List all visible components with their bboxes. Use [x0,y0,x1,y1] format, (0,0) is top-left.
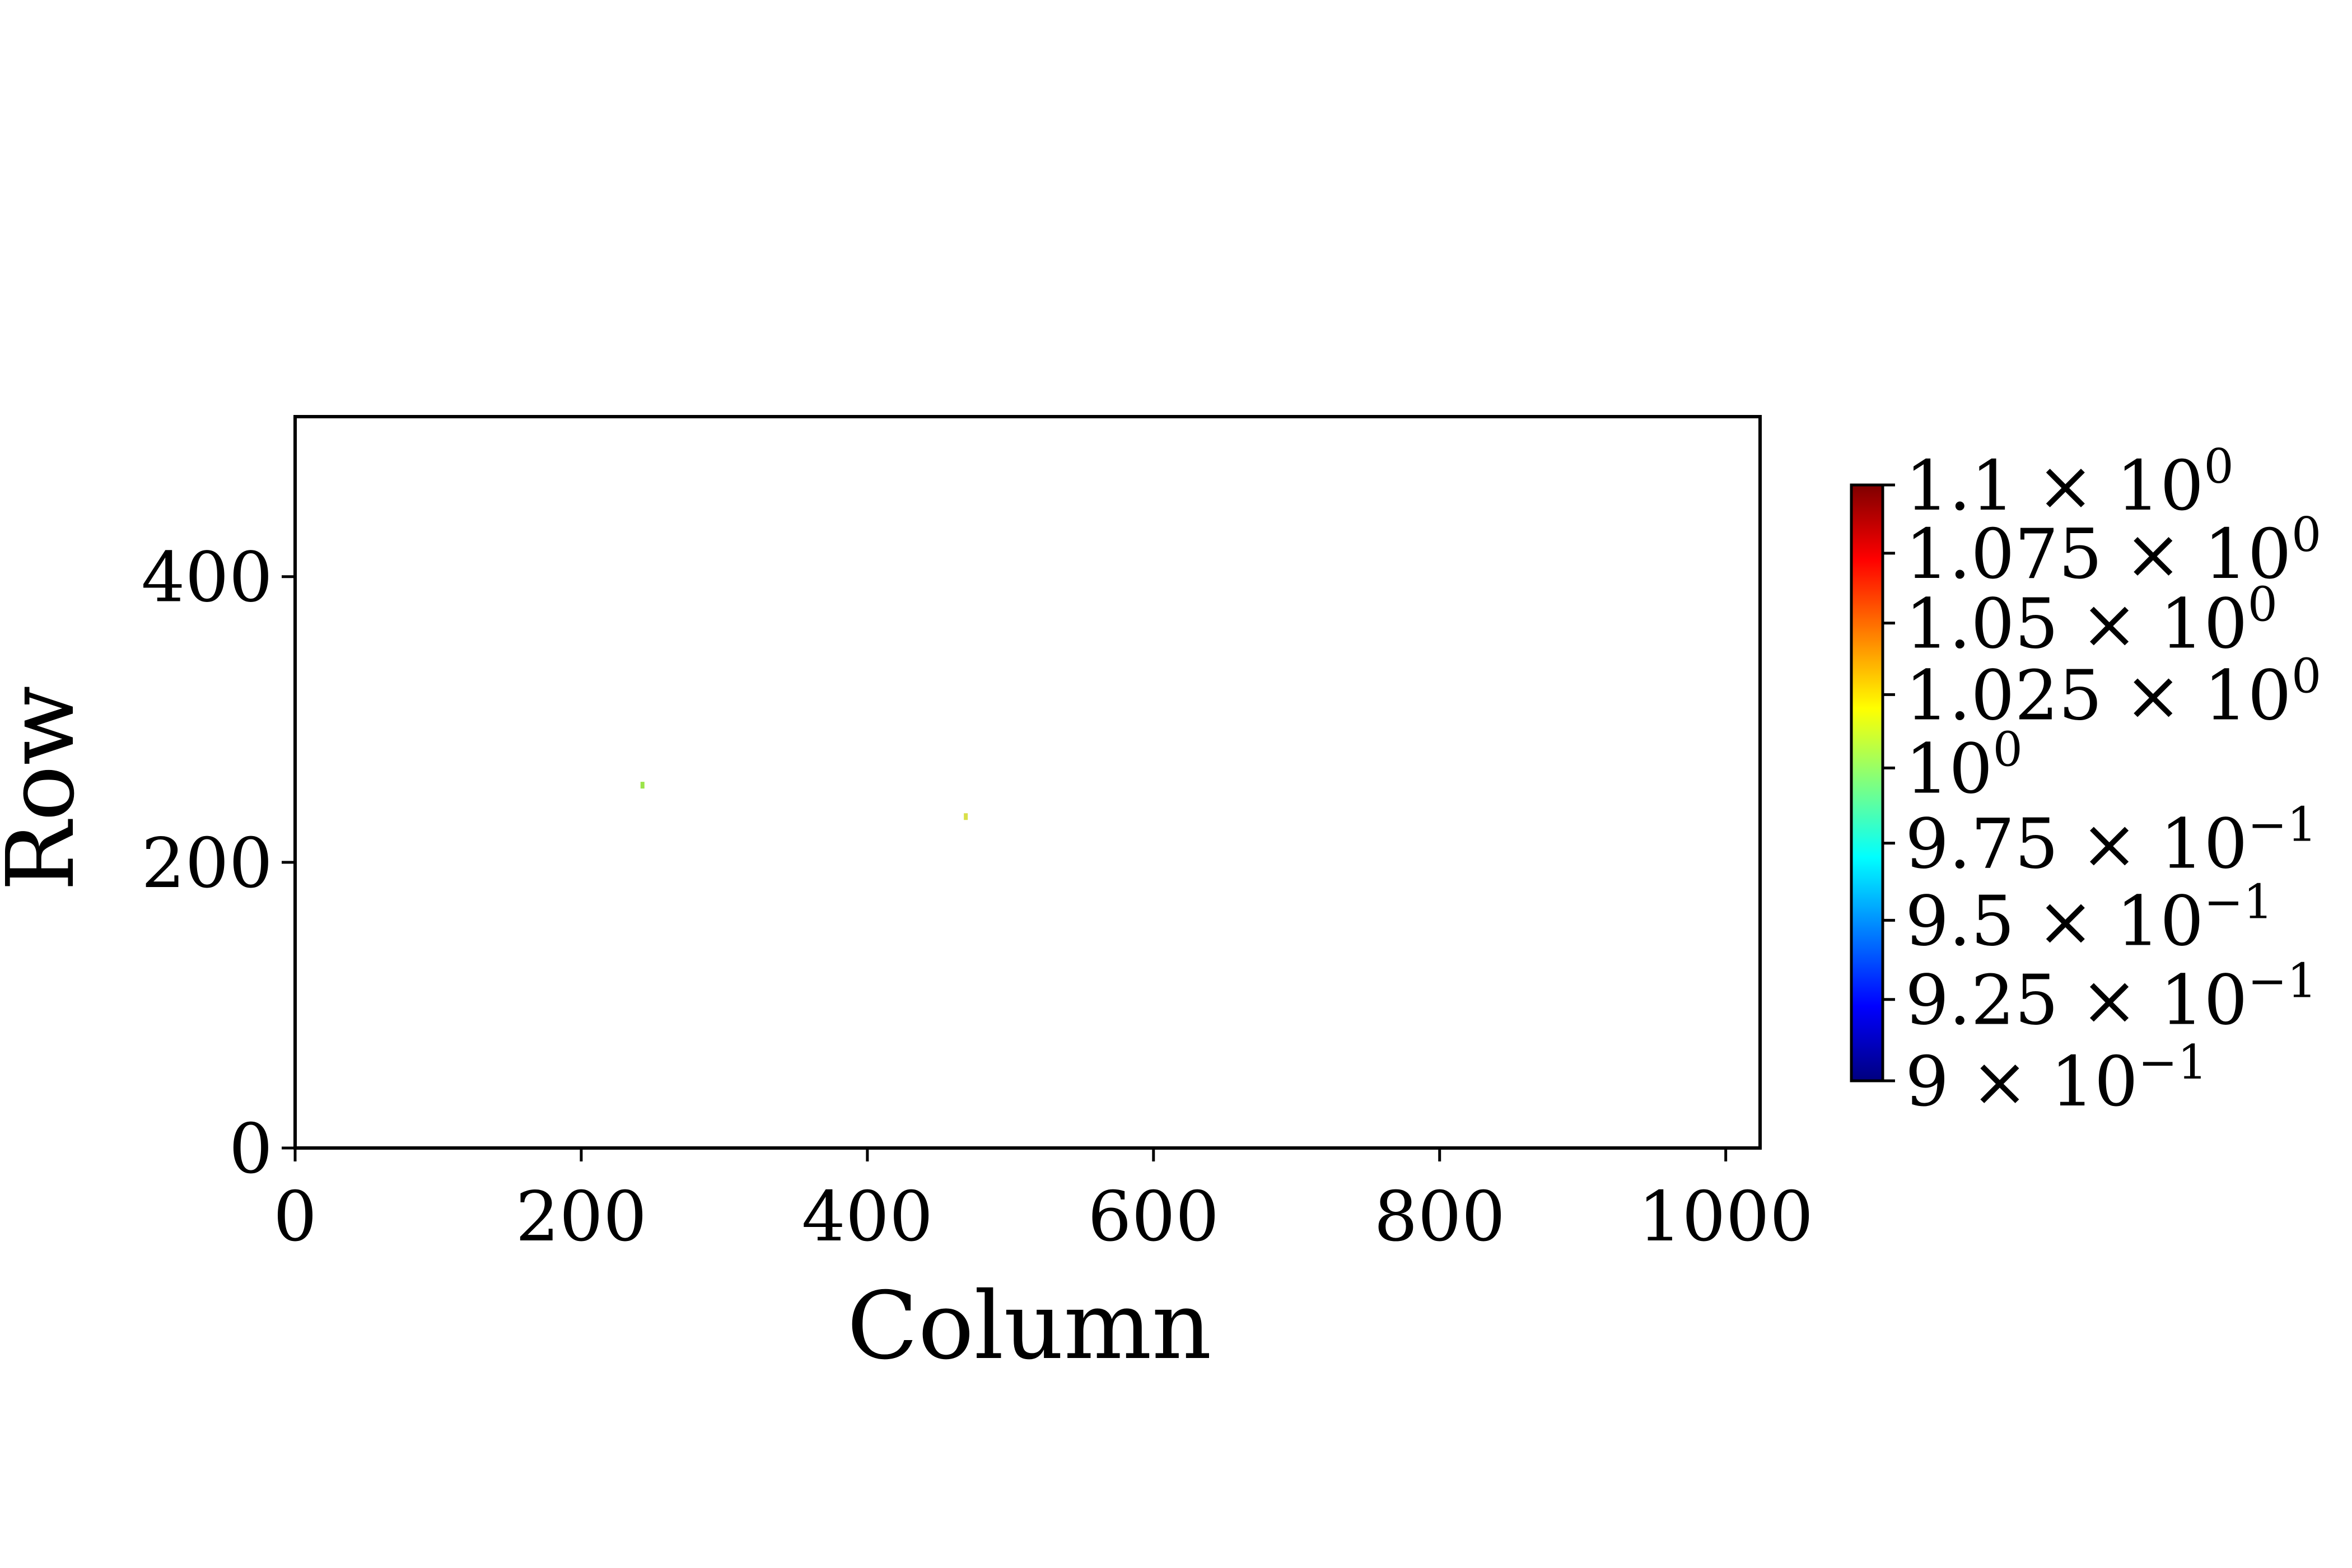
colorbar-tick-label: 9 × 10−1 [1905,1035,2208,1122]
colorbar-frame [1850,483,1884,1082]
heatmap-cell [640,782,645,789]
x-tick-label: 400 [801,1177,933,1257]
colorbar-tick-label: 1.075 × 100 [1905,507,2321,595]
colorbar-tick-label: 100 [1905,722,2023,809]
colorbar-tick-label: 1.05 × 100 [1905,577,2278,665]
y-tick-label: 0 [229,1109,273,1189]
colorbar-tick-label: 1.025 × 100 [1905,648,2321,736]
y-tick-label: 400 [141,538,273,618]
x-axis: 0 200 400 600 800 1000 [273,1148,1813,1257]
colorbar-tick-label: 9.25 × 10−1 [1905,954,2317,1041]
colorbar-tick-label: 9.75 × 10−1 [1905,797,2317,885]
x-tick-label: 200 [516,1177,647,1257]
x-tick-label: 0 [273,1177,317,1257]
plot-area [293,415,1762,1150]
y-axis-label: Row [0,685,95,891]
y-tick-label: 200 [141,824,273,904]
colorbar-tick-label: 1.1 × 100 [1905,439,2234,526]
y-axis: 0 200 400 [141,538,295,1189]
x-tick-label: 800 [1374,1177,1505,1257]
heatmap-area [295,417,1760,1148]
colorbar-gradient [1851,485,1883,1081]
x-tick-label: 1000 [1638,1177,1813,1257]
heatmap-cell [964,813,968,820]
x-axis-label: Column [847,1272,1211,1380]
colorbar-tick-label: 9.5 × 10−1 [1905,874,2273,962]
x-tick-label: 600 [1088,1177,1219,1257]
plot-frame [293,415,1762,1150]
